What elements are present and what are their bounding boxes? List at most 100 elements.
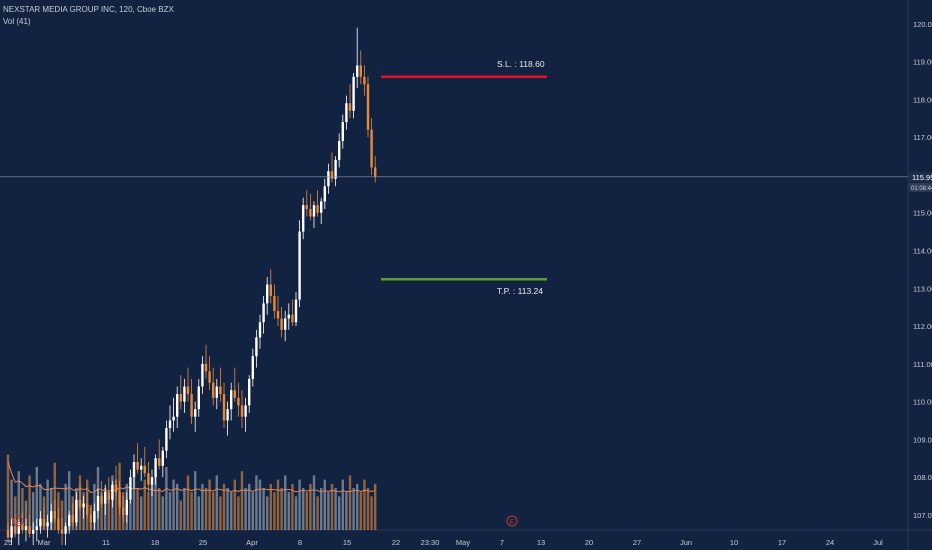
volume-bar bbox=[248, 483, 251, 530]
candle bbox=[194, 401, 197, 432]
candle-body bbox=[255, 337, 258, 357]
candle-body bbox=[104, 492, 107, 504]
candle bbox=[352, 72, 355, 119]
candle bbox=[100, 480, 103, 508]
time-tick-label: 22 bbox=[392, 538, 400, 547]
volume-bar bbox=[330, 483, 334, 530]
candle-body bbox=[305, 205, 308, 209]
price-tick-label: 113.00 bbox=[913, 284, 932, 293]
candle-body bbox=[86, 503, 89, 515]
candle-body bbox=[359, 65, 362, 77]
candle bbox=[186, 367, 190, 402]
candle-body bbox=[64, 526, 67, 534]
candle-body bbox=[248, 378, 251, 406]
candle-body bbox=[219, 386, 222, 395]
volume-bar bbox=[39, 483, 42, 530]
candle bbox=[150, 469, 154, 497]
candle bbox=[75, 492, 78, 527]
candle bbox=[35, 518, 38, 542]
price-tick-label: 119.00 bbox=[913, 58, 932, 67]
candle bbox=[258, 314, 262, 349]
volume-bar bbox=[14, 496, 17, 530]
candle bbox=[57, 507, 60, 534]
candle bbox=[122, 496, 125, 523]
candle-body bbox=[32, 530, 35, 534]
price-tick-label: 120.00 bbox=[913, 20, 932, 29]
volume-bar bbox=[168, 492, 172, 530]
candle-body bbox=[334, 159, 337, 179]
volume-bar bbox=[284, 475, 287, 530]
candle-body bbox=[320, 201, 323, 213]
candle bbox=[179, 375, 182, 410]
countdown-badge bbox=[909, 182, 932, 192]
candle-body bbox=[226, 409, 229, 421]
candle bbox=[273, 284, 276, 319]
time-tick-label: 11 bbox=[102, 538, 110, 547]
volume-bar bbox=[158, 488, 161, 530]
volume-bar bbox=[341, 479, 344, 530]
volume-bar bbox=[237, 496, 240, 530]
volume-bar bbox=[348, 475, 352, 530]
candle bbox=[190, 378, 193, 425]
candle-body bbox=[212, 382, 215, 398]
candle-body bbox=[42, 518, 46, 527]
candle-body bbox=[186, 386, 190, 395]
candle bbox=[230, 382, 233, 421]
candle bbox=[60, 518, 64, 546]
symbol-title: NEXSTAR MEDIA GROUP INC, 120, Cboe BZX bbox=[3, 5, 174, 14]
volume-bar bbox=[132, 471, 136, 530]
countdown-label: 01:08:44 bbox=[911, 186, 932, 192]
candle bbox=[345, 95, 348, 130]
time-tick-label: 24 bbox=[826, 538, 834, 547]
volume-bar bbox=[226, 488, 229, 530]
candle-body bbox=[161, 450, 164, 466]
price-tick-label: 108.00 bbox=[913, 473, 932, 482]
volume-bar bbox=[150, 483, 154, 530]
candle bbox=[89, 507, 92, 530]
earnings-marker-label: E bbox=[16, 519, 21, 526]
time-tick-label: 23:30 bbox=[421, 538, 440, 547]
candle-body bbox=[10, 526, 13, 538]
volume-bar bbox=[100, 492, 103, 530]
candle-body bbox=[118, 492, 121, 508]
candle bbox=[240, 390, 244, 429]
volume-bar bbox=[17, 471, 20, 530]
candle bbox=[330, 152, 334, 183]
candle bbox=[53, 499, 56, 523]
time-tick-label: 8 bbox=[298, 538, 302, 547]
candle bbox=[269, 269, 272, 304]
candle-body bbox=[208, 371, 211, 383]
candle-body bbox=[370, 129, 373, 168]
candle bbox=[222, 382, 226, 429]
candle bbox=[370, 118, 373, 175]
volume-bar bbox=[280, 488, 283, 530]
candle-body bbox=[158, 458, 161, 466]
candle-body bbox=[352, 76, 355, 111]
candle-body bbox=[140, 465, 143, 470]
volume-bar bbox=[161, 496, 164, 530]
current-price-badge bbox=[909, 171, 932, 182]
volume-bar bbox=[114, 479, 118, 530]
candle bbox=[338, 133, 341, 168]
candle-body bbox=[338, 140, 341, 160]
candle-body bbox=[14, 526, 17, 534]
candle bbox=[64, 522, 67, 546]
volume-bar bbox=[194, 471, 197, 530]
candle-body bbox=[244, 405, 247, 417]
volume-bar bbox=[269, 483, 272, 530]
candle bbox=[176, 386, 179, 429]
candle bbox=[212, 367, 215, 406]
volume-bar bbox=[316, 496, 319, 530]
candle bbox=[129, 469, 132, 504]
volume-bar bbox=[255, 475, 258, 530]
time-tick-label: 10 bbox=[730, 538, 738, 547]
candle bbox=[327, 163, 330, 194]
candle-body bbox=[183, 386, 186, 402]
candle bbox=[114, 465, 118, 497]
time-tick-label: Jul bbox=[873, 538, 883, 547]
candle-body bbox=[57, 518, 60, 530]
candle-body bbox=[345, 103, 348, 123]
candle-body bbox=[197, 386, 200, 410]
earnings-marker-label: E bbox=[510, 519, 515, 526]
